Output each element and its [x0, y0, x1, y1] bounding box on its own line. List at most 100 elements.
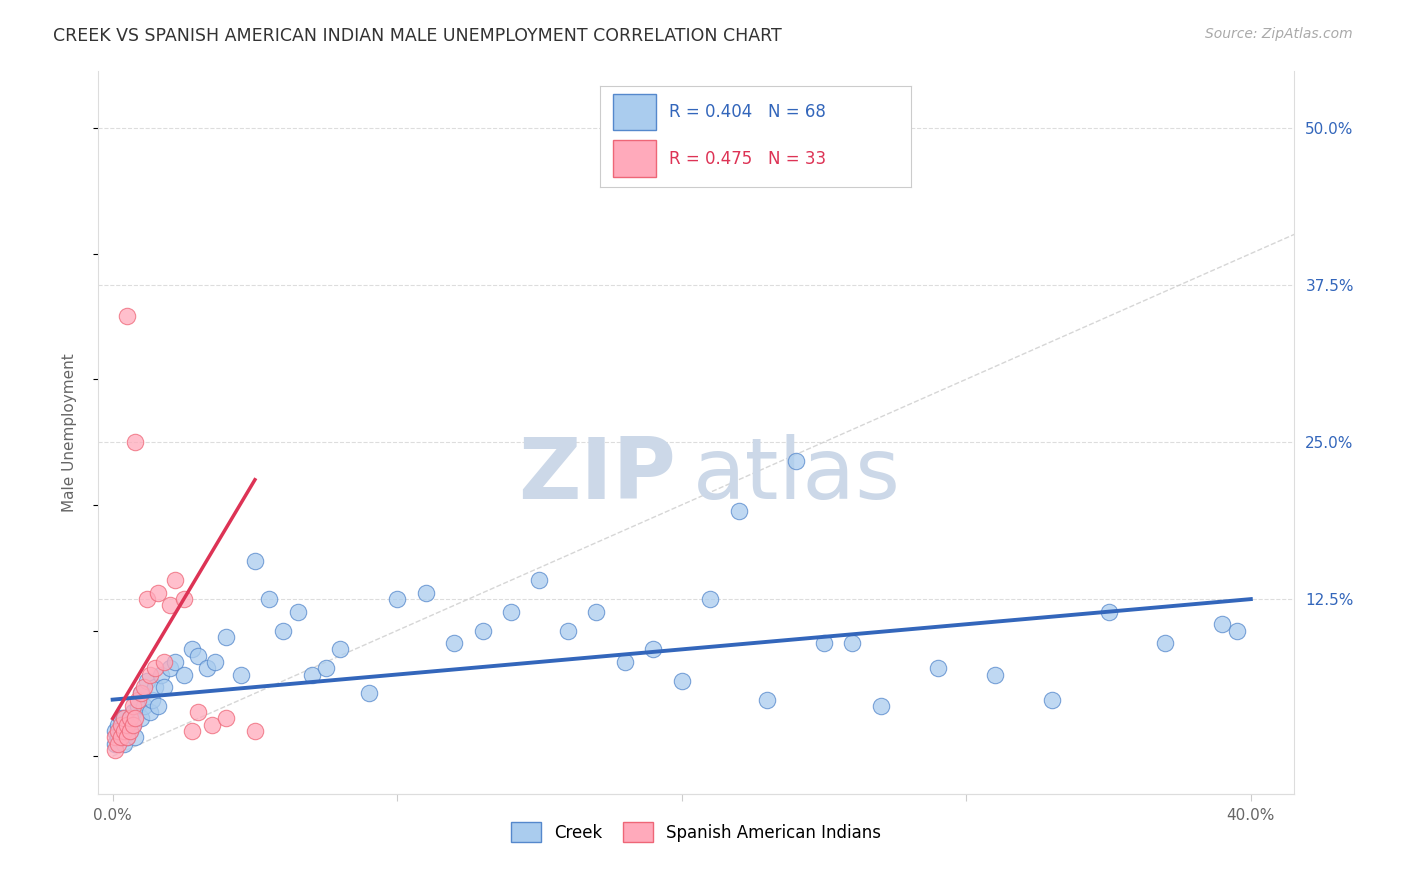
Point	[153, 680, 176, 694]
Point	[153, 655, 176, 669]
Point	[385, 592, 409, 607]
Point	[138, 705, 160, 719]
Point	[329, 642, 352, 657]
Point	[201, 718, 224, 732]
Point	[143, 680, 166, 694]
Point	[181, 724, 204, 739]
Point	[121, 718, 143, 732]
Point	[273, 624, 295, 638]
Text: Source: ZipAtlas.com: Source: ZipAtlas.com	[1205, 27, 1353, 41]
Point	[129, 686, 152, 700]
Point	[115, 718, 138, 732]
Point	[1040, 692, 1063, 706]
Point	[443, 636, 465, 650]
Point	[215, 630, 238, 644]
Point	[150, 667, 173, 681]
Point	[110, 711, 132, 725]
Point	[118, 711, 141, 725]
Point	[112, 711, 135, 725]
Point	[585, 605, 607, 619]
Point	[173, 667, 195, 681]
Point	[129, 711, 152, 725]
Point	[115, 731, 138, 745]
Point	[471, 624, 494, 638]
Point	[613, 655, 636, 669]
Point	[127, 692, 149, 706]
Point	[215, 711, 238, 725]
Point	[301, 667, 323, 681]
Text: ZIP: ZIP	[517, 434, 676, 517]
Point	[112, 724, 135, 739]
Point	[557, 624, 579, 638]
Point	[121, 698, 143, 713]
Point	[1097, 605, 1119, 619]
Point	[115, 310, 138, 324]
Point	[204, 655, 226, 669]
Point	[813, 636, 835, 650]
Point	[415, 586, 437, 600]
Point	[143, 661, 166, 675]
Y-axis label: Male Unemployment: Male Unemployment	[62, 353, 77, 512]
Point	[121, 718, 143, 732]
Point	[181, 642, 204, 657]
Point	[165, 655, 187, 669]
Point	[129, 686, 152, 700]
Point	[121, 705, 143, 719]
Point	[115, 718, 138, 732]
Point	[135, 673, 157, 688]
Point	[1226, 624, 1249, 638]
Point	[112, 737, 135, 751]
Point	[257, 592, 280, 607]
Point	[124, 711, 146, 725]
Point	[927, 661, 949, 675]
Point	[141, 692, 163, 706]
Point	[287, 605, 309, 619]
Text: atlas: atlas	[692, 434, 900, 517]
Point	[148, 698, 170, 713]
Point	[107, 737, 129, 751]
Text: CREEK VS SPANISH AMERICAN INDIAN MALE UNEMPLOYMENT CORRELATION CHART: CREEK VS SPANISH AMERICAN INDIAN MALE UN…	[53, 27, 782, 45]
Point	[984, 667, 1007, 681]
Point	[1211, 617, 1233, 632]
Point	[671, 673, 693, 688]
Point	[699, 592, 721, 607]
Point	[107, 731, 129, 745]
Point	[229, 667, 252, 681]
Point	[727, 504, 749, 518]
Point	[132, 680, 155, 694]
Point	[138, 667, 160, 681]
Point	[243, 554, 266, 568]
Point	[124, 731, 146, 745]
Point	[110, 718, 132, 732]
Point	[315, 661, 337, 675]
Point	[115, 731, 138, 745]
Point	[124, 435, 146, 450]
Point	[104, 731, 127, 745]
Point	[135, 592, 157, 607]
Point	[499, 605, 522, 619]
Point	[243, 724, 266, 739]
Legend: Creek, Spanish American Indians: Creek, Spanish American Indians	[503, 814, 889, 851]
Point	[110, 724, 132, 739]
Point	[165, 574, 187, 588]
Point	[756, 692, 779, 706]
Point	[173, 592, 195, 607]
Point	[104, 743, 127, 757]
Point	[104, 737, 127, 751]
Point	[159, 661, 181, 675]
Point	[187, 705, 209, 719]
Point	[159, 599, 181, 613]
Point	[187, 648, 209, 663]
Point	[785, 454, 807, 468]
Point	[112, 711, 135, 725]
Point	[195, 661, 218, 675]
Point	[118, 711, 141, 725]
Point	[104, 724, 127, 739]
Point	[148, 586, 170, 600]
Point	[529, 574, 551, 588]
Point	[643, 642, 665, 657]
Point	[870, 698, 893, 713]
Point	[841, 636, 863, 650]
Point	[127, 698, 149, 713]
Point	[107, 718, 129, 732]
